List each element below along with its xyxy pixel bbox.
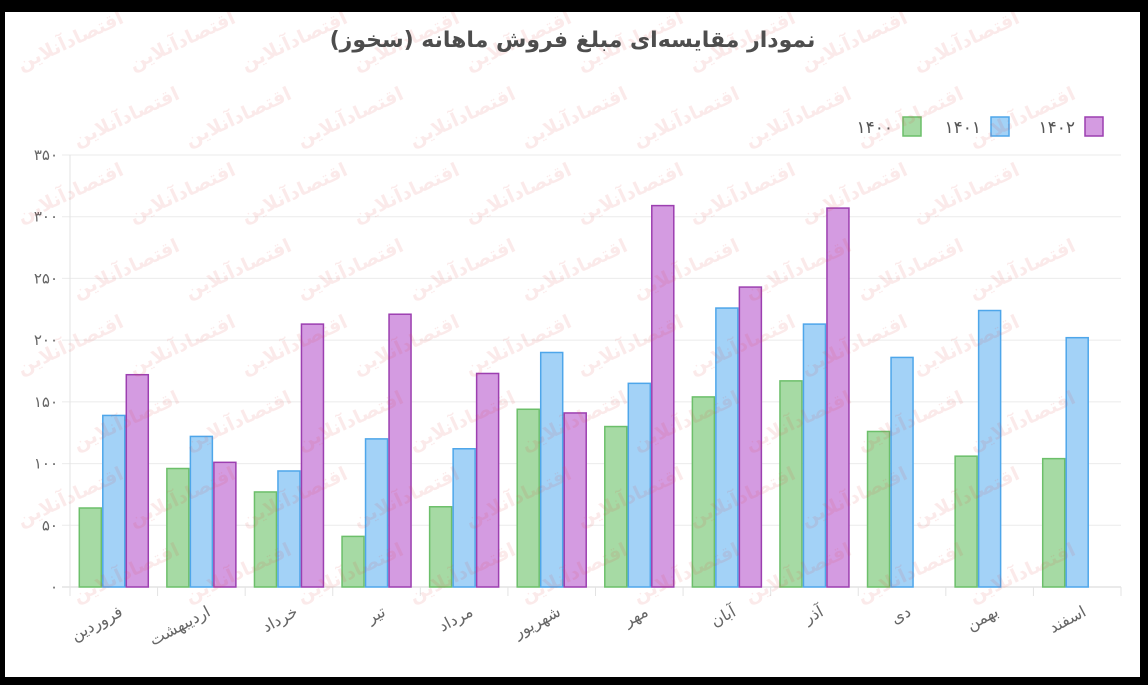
- y-tick-label: ۵۰: [42, 516, 58, 534]
- bar-series-2-month-8: [738, 286, 763, 588]
- y-axis: ۰ ۵۰ ۱۰۰ ۱۵۰ ۲۰۰ ۲۵۰ ۳۰۰ ۳۵۰: [34, 146, 58, 596]
- legend-label: ۱۴۰۱: [944, 118, 981, 138]
- bar-series-1-month-12: [1065, 336, 1089, 588]
- bar-series-0-month-10: [866, 430, 891, 588]
- bar-series-2-month-4: [388, 313, 412, 588]
- bar-series-0-month-5: [428, 506, 453, 588]
- y-tick-label: ۱۰۰: [34, 455, 58, 473]
- bars: [78, 204, 1089, 588]
- y-tick-label: ۲۰۰: [34, 331, 58, 349]
- bar-series-0-month-1: [78, 507, 103, 588]
- bar-series-0-month-9: [779, 380, 803, 588]
- bar-series-1-month-9: [802, 323, 827, 588]
- x-tick-label: دی: [888, 602, 914, 628]
- bar-series-0-month-2: [166, 467, 190, 588]
- bar-series-1-month-1: [102, 414, 126, 588]
- bar-series-2-month-9: [826, 207, 850, 588]
- x-tick-label: اردیبهشت: [146, 602, 214, 651]
- bar-series-0-month-4: [341, 535, 365, 588]
- legend-swatch: [1084, 116, 1104, 137]
- bar-series-2-month-6: [563, 412, 587, 588]
- x-axis: فروردین اردیبهشت خرداد تیر مرداد شهریور مهر آبا…: [68, 601, 1090, 650]
- bar-series-2-month-7: [651, 204, 675, 588]
- bar-series-1-month-10: [890, 356, 914, 588]
- bar-series-0-month-7: [604, 425, 628, 588]
- x-tick-label: فروردین: [68, 602, 127, 646]
- bar-series-1-month-11: [977, 309, 1002, 588]
- y-tick-label: ۱۵۰: [34, 393, 58, 411]
- bar-series-2-month-2: [213, 461, 237, 588]
- x-tick-label: مهر: [619, 602, 651, 632]
- bar-series-0-month-12: [1041, 457, 1066, 588]
- bar-series-1-month-6: [539, 351, 564, 588]
- bar-series-1-month-7: [627, 382, 652, 588]
- legend-swatch: [990, 116, 1010, 137]
- bar-series-0-month-3: [253, 491, 278, 588]
- y-tick-label: ۳۰۰: [34, 208, 58, 226]
- x-tick-label: اسفند: [1046, 602, 1090, 637]
- y-tick-label: ۲۵۰: [34, 269, 58, 287]
- chart-title: نمودار مقایسه‌ای مبلغ فروش ماهانه (سخوز): [329, 28, 816, 53]
- bar-series-2-month-1: [125, 373, 150, 588]
- legend-label: ۱۴۰۲: [1038, 118, 1075, 138]
- bar-series-2-month-5: [475, 372, 500, 588]
- bar-series-0-month-6: [516, 408, 540, 588]
- x-tick-label: بهمن: [963, 602, 1002, 635]
- bar-series-0-month-11: [954, 455, 978, 588]
- y-tick-label: ۰: [50, 578, 58, 596]
- bar-series-1-month-5: [452, 448, 476, 588]
- x-tick-label: آذر: [799, 601, 828, 629]
- bar-series-1-month-4: [364, 438, 389, 588]
- bar-series-2-month-3: [300, 323, 325, 588]
- chart-grid: [62, 154, 1122, 596]
- x-tick-label: شهریور: [510, 602, 564, 644]
- bar-series-1-month-3: [277, 470, 301, 588]
- x-tick-label: مرداد: [435, 602, 476, 637]
- x-tick-label: تیر: [363, 602, 389, 629]
- bar-series-1-month-2: [189, 435, 214, 588]
- legend: ۱۴۰۰ ۱۴۰۱ ۱۴۰۲: [856, 116, 1104, 138]
- x-tick-label: خرداد: [259, 602, 301, 637]
- bar-series-0-month-8: [691, 396, 716, 588]
- y-tick-label: ۳۵۰: [34, 146, 58, 164]
- x-tick-label: آبان: [707, 601, 740, 630]
- legend-swatch: [902, 116, 922, 137]
- bar-series-1-month-8: [715, 307, 739, 588]
- legend-label: ۱۴۰۰: [856, 118, 893, 138]
